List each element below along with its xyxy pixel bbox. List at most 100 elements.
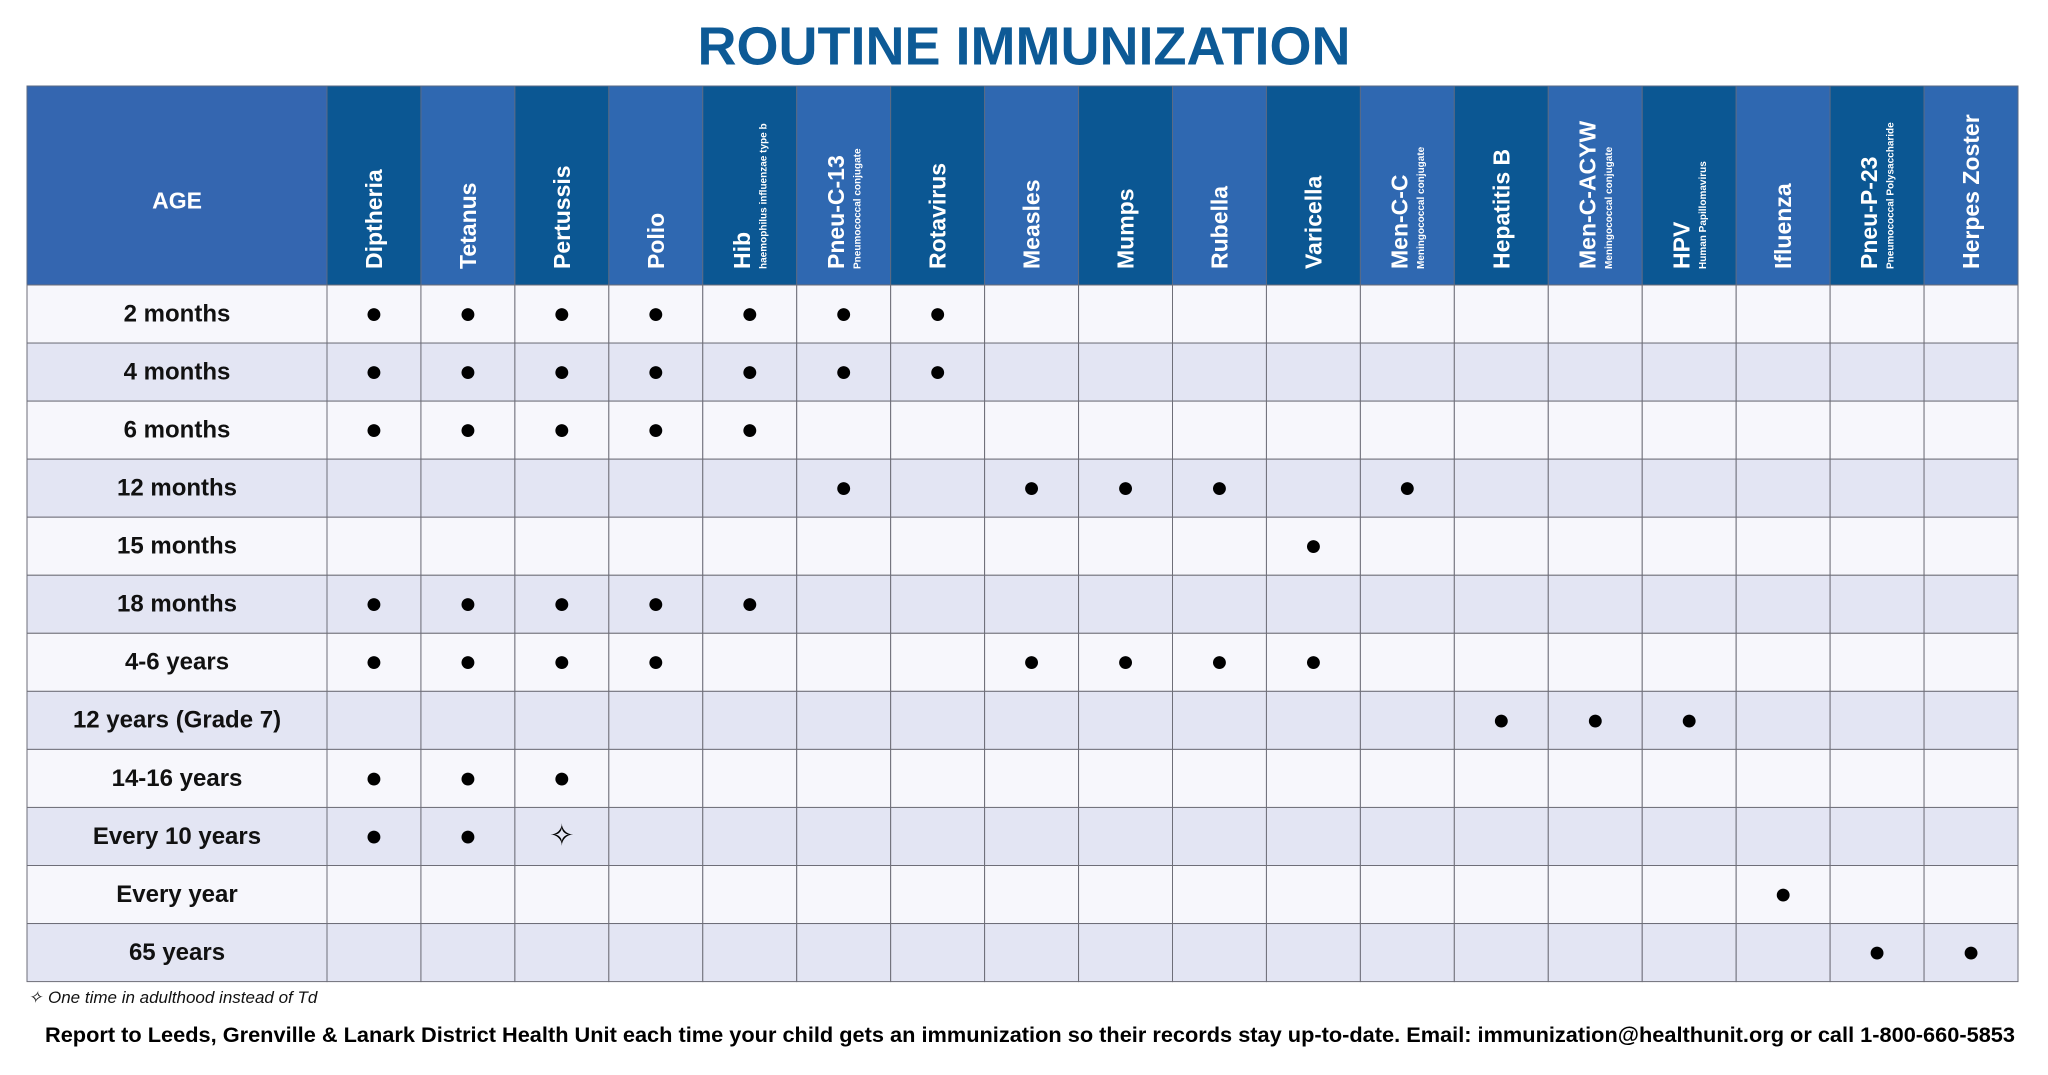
header-cell (1359, 85, 1455, 286)
cell (420, 342, 516, 402)
footer: Report to Leeds, Grenville & Lanark Dist… (45, 1024, 2015, 1047)
cell (796, 690, 892, 750)
cell (702, 632, 798, 692)
cell (608, 865, 704, 925)
cell (1829, 284, 1925, 344)
cell (702, 865, 798, 925)
cell (1453, 458, 1549, 518)
cell (1829, 458, 1925, 518)
column-name: Mumps (1113, 189, 1139, 270)
header-cell (1641, 85, 1737, 286)
cell (1265, 458, 1361, 518)
dose-marker: ● (741, 413, 759, 446)
cell (1735, 458, 1831, 518)
cell (1547, 690, 1643, 750)
cell (1359, 865, 1455, 925)
dose-marker: ● (1210, 645, 1228, 678)
age-label: Every year (116, 881, 237, 908)
cell (1923, 458, 2019, 518)
cell (1829, 690, 1925, 750)
cell (890, 690, 986, 750)
dose-marker: ● (553, 413, 571, 446)
cell (702, 923, 798, 983)
dose-marker: ● (1116, 471, 1134, 504)
cell (420, 284, 516, 344)
cell (1547, 516, 1643, 576)
column-name: Measles (1019, 179, 1045, 269)
cell (890, 748, 986, 808)
cell (796, 865, 892, 925)
header-cell (1547, 85, 1643, 286)
column-name: Herpes Zoster (1958, 114, 1984, 269)
age-label: 14-16 years (112, 765, 243, 792)
column-subtitle: Pneumococcal conjugate (852, 148, 863, 269)
header-cell (326, 85, 422, 286)
cell (1265, 806, 1361, 867)
dose-marker: ● (647, 355, 665, 388)
column-name: Diptheria (361, 169, 387, 269)
cell (1923, 865, 2019, 925)
cell (326, 342, 422, 402)
header-cell (702, 85, 798, 286)
cell (1641, 284, 1737, 344)
cell (326, 516, 422, 576)
age-cell (26, 923, 328, 983)
cell (514, 690, 610, 750)
cell (984, 574, 1080, 634)
dose-marker: ● (647, 413, 665, 446)
dose-marker: ● (1492, 703, 1510, 736)
dose-marker: ● (1023, 645, 1041, 678)
cell (608, 923, 704, 983)
column-subtitle: haemophilus influenzae type b (758, 123, 769, 269)
cell (326, 400, 422, 460)
dose-marker: ● (553, 355, 571, 388)
dose-marker: ● (365, 413, 383, 446)
column-name: Hib (729, 232, 755, 269)
column-name: Men-C-ACYW (1574, 121, 1600, 269)
title: ROUTINE IMMUNIZATION (698, 16, 1351, 76)
cell (1735, 284, 1831, 344)
cell (1453, 342, 1549, 402)
dose-marker: ● (1774, 877, 1792, 910)
cell (984, 690, 1080, 750)
dose-marker: ● (835, 355, 853, 388)
dose-marker: ● (459, 645, 477, 678)
cell (326, 458, 422, 518)
cell (1829, 574, 1925, 634)
cell (1453, 400, 1549, 460)
cell (1453, 748, 1549, 808)
cell (1829, 632, 1925, 692)
cell (1359, 690, 1455, 750)
cell (420, 516, 516, 576)
cell (702, 400, 798, 460)
cell (1547, 284, 1643, 344)
age-label: 4-6 years (125, 649, 229, 676)
cell (326, 806, 422, 867)
age-label: 12 months (117, 475, 237, 502)
cell (1735, 342, 1831, 402)
cell (796, 400, 892, 460)
cell (702, 574, 798, 634)
cell (1078, 806, 1173, 867)
cell (984, 923, 1080, 983)
cell (1172, 284, 1267, 344)
cell (1078, 923, 1173, 983)
cell (420, 574, 516, 634)
cell (1641, 400, 1737, 460)
dose-marker: ● (835, 297, 853, 330)
age-label: 18 months (117, 591, 237, 618)
cell (514, 400, 610, 460)
age-cell (26, 574, 328, 634)
cell (608, 574, 704, 634)
column-name: Rotavirus (925, 163, 951, 269)
cell (1359, 748, 1455, 808)
cell (1172, 923, 1267, 983)
cell (1923, 806, 2019, 867)
cell (702, 690, 798, 750)
cell (1547, 806, 1643, 867)
cell (326, 632, 422, 692)
dose-marker: ● (553, 297, 571, 330)
dose-marker: ● (1680, 703, 1698, 736)
cell (326, 748, 422, 808)
